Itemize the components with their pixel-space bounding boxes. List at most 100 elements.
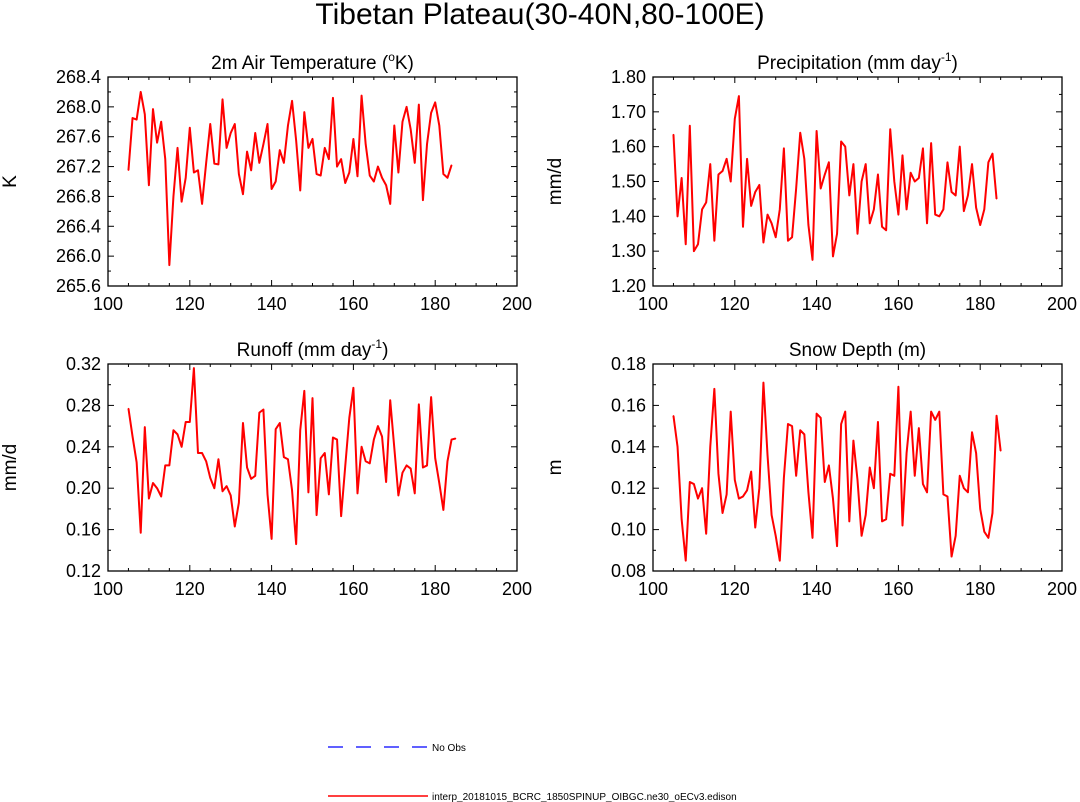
data-point xyxy=(352,138,354,140)
data-point xyxy=(730,180,732,183)
y-tick-label: 267.2 xyxy=(56,157,101,177)
data-point xyxy=(995,198,998,200)
data-point xyxy=(148,497,150,500)
y-tick-label: 1.80 xyxy=(611,67,646,87)
data-point xyxy=(426,143,428,145)
y-tick-label: 0.08 xyxy=(611,561,646,581)
chart-panel-1: 2m Air Temperature (oK) K 100 120 140 160 180 2… xyxy=(0,50,532,314)
data-point xyxy=(701,487,703,489)
x-tick-label: 100 xyxy=(638,579,668,599)
data-point xyxy=(332,436,334,439)
data-point xyxy=(713,240,715,242)
chart-panel-2: Precipitation (mm day-1) mm/d 100 120 140 160… xyxy=(545,50,1077,314)
series-line xyxy=(127,367,456,546)
data-point xyxy=(336,165,338,168)
y-tick-label: 0.14 xyxy=(611,437,646,457)
y-tick-label: 0.12 xyxy=(611,478,646,498)
x-tick-label: 160 xyxy=(338,579,368,599)
data-point xyxy=(238,502,240,504)
y-tick-label: 1.40 xyxy=(611,206,646,226)
data-point xyxy=(873,208,875,210)
data-point xyxy=(377,425,379,427)
x-tick-label: 160 xyxy=(883,294,913,314)
data-point xyxy=(938,411,940,413)
x-tick-label: 180 xyxy=(420,579,450,599)
data-point xyxy=(987,537,989,539)
data-point xyxy=(254,132,256,134)
data-point xyxy=(746,489,748,491)
data-point xyxy=(303,111,305,113)
x-tick-label: 180 xyxy=(420,294,450,314)
data-point xyxy=(730,411,732,413)
data-point xyxy=(811,537,814,539)
y-tick-label: 265.6 xyxy=(56,276,101,296)
data-point xyxy=(438,124,440,127)
y-tick-label: 1.30 xyxy=(611,241,646,261)
data-point xyxy=(189,127,191,129)
data-point xyxy=(865,163,867,165)
data-point xyxy=(430,112,432,114)
data-point xyxy=(287,458,289,460)
data-point xyxy=(442,509,444,511)
data-point xyxy=(860,535,863,537)
x-tick-label: 120 xyxy=(175,579,205,599)
data-point xyxy=(299,429,301,431)
data-point xyxy=(397,494,399,497)
data-point xyxy=(221,98,224,100)
data-point xyxy=(185,177,187,179)
data-point xyxy=(771,222,773,224)
data-point xyxy=(791,425,793,427)
data-point xyxy=(758,184,760,186)
data-point xyxy=(959,146,961,148)
data-point xyxy=(152,482,154,484)
data-point xyxy=(360,95,363,97)
data-point xyxy=(824,173,826,176)
data-point xyxy=(905,452,908,454)
panel-title: Precipitation (mm day-1) xyxy=(757,50,958,74)
data-point xyxy=(856,479,859,481)
data-point xyxy=(450,438,453,441)
x-tick-label: 140 xyxy=(802,294,832,314)
x-tick-label: 140 xyxy=(257,294,287,314)
data-point xyxy=(885,229,887,231)
data-point xyxy=(905,208,908,210)
data-point xyxy=(693,250,695,252)
data-point xyxy=(205,460,207,462)
data-point xyxy=(799,429,801,431)
x-tick-label: 100 xyxy=(93,579,123,599)
data-point xyxy=(889,128,891,130)
data-point xyxy=(156,142,158,144)
data-point xyxy=(185,421,187,423)
data-point xyxy=(295,139,297,142)
y-tick-label: 0.16 xyxy=(66,520,101,540)
data-point xyxy=(430,396,432,398)
data-point xyxy=(975,207,977,209)
data-point xyxy=(689,125,691,127)
data-point xyxy=(975,452,977,454)
data-point xyxy=(418,104,420,106)
legend-label: interp_20181015_BCRC_1850SPINUP_OIBGC.ne… xyxy=(432,792,737,802)
data-point xyxy=(422,199,424,201)
data-point xyxy=(938,215,940,217)
legend-label: No Obs xyxy=(432,743,466,754)
data-point xyxy=(127,169,130,171)
data-point xyxy=(672,133,675,136)
data-point xyxy=(385,184,387,186)
data-point xyxy=(881,226,883,228)
panel-title: Runoff (mm day-1) xyxy=(237,337,389,361)
data-point xyxy=(693,483,695,485)
data-point xyxy=(217,458,220,460)
data-point xyxy=(869,466,871,469)
data-point xyxy=(250,169,252,171)
data-point xyxy=(258,162,260,164)
data-point xyxy=(279,149,281,151)
y-tick-label: 0.24 xyxy=(66,437,101,457)
data-point xyxy=(893,180,895,183)
data-point xyxy=(685,243,687,245)
data-point xyxy=(201,452,203,454)
data-point xyxy=(414,492,416,494)
data-point xyxy=(426,464,428,467)
data-point xyxy=(991,153,994,155)
y-tick-label: 266.0 xyxy=(56,246,101,266)
data-point xyxy=(987,161,989,163)
